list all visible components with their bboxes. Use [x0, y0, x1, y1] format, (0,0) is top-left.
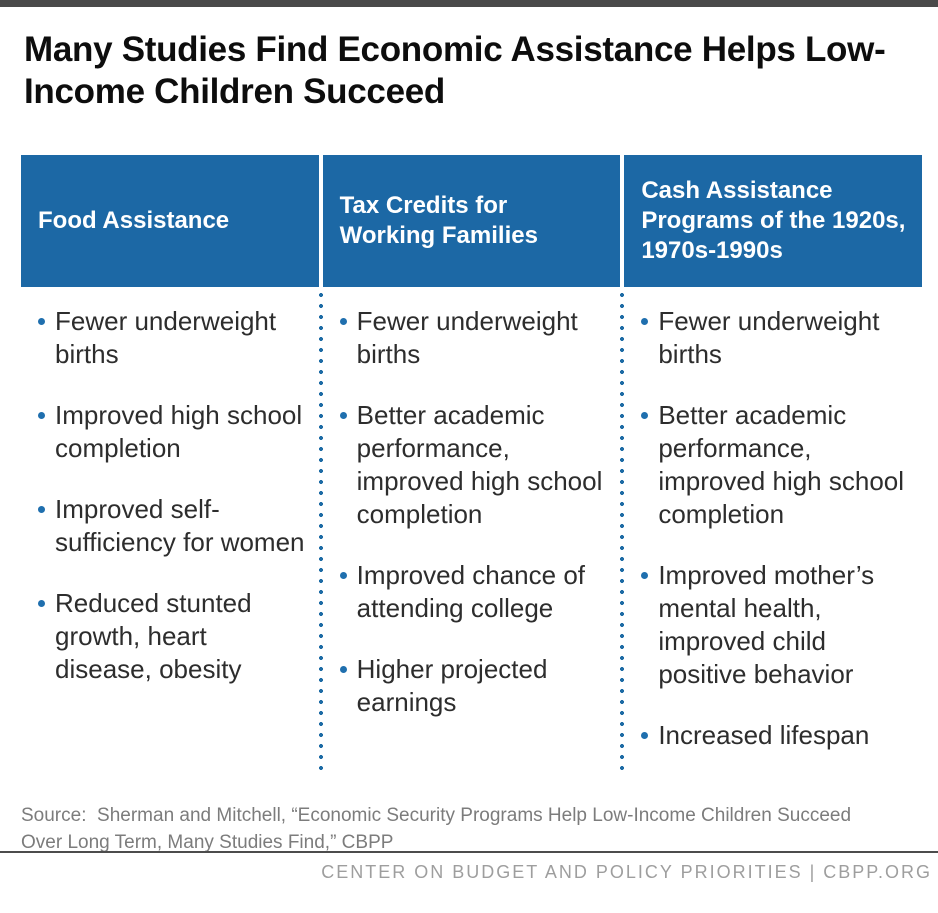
column-header-label: Tax Credits for Working Families: [339, 192, 538, 249]
column-body-tax-credits: Fewer underweight births Better academic…: [318, 287, 621, 780]
list-item: Improved self-sufficiency for women: [38, 493, 305, 559]
list-item: Reduced stunted growth, heart disease, o…: [38, 587, 305, 686]
column-header-label: Food Assistance: [38, 207, 230, 234]
list-item: Fewer underweight births: [339, 305, 607, 371]
column-header-food-assistance: Food Assistance: [21, 155, 319, 287]
column-header-cash-assistance: Cash Assistance Programs of the 1920s, 1…: [624, 155, 922, 287]
page-title: Many Studies Find Economic Assistance He…: [24, 30, 886, 111]
source-note: Source: Sherman and Mitchell, “Economic …: [21, 805, 857, 853]
list-item: Improved mother’s mental health, improve…: [641, 559, 908, 691]
column-body-food-assistance: Fewer underweight births Improved high s…: [21, 287, 319, 780]
list-item: Fewer underweight births: [641, 305, 908, 371]
bullet-list: Fewer underweight births Improved high s…: [38, 305, 305, 686]
table-header-row: Food Assistance Tax Credits for Working …: [21, 155, 922, 287]
list-item: Improved high school completion: [38, 399, 305, 465]
list-item: Better academic performance, improved hi…: [339, 399, 607, 531]
assistance-table: Food Assistance Tax Credits for Working …: [21, 155, 922, 780]
bullet-list: Fewer underweight births Better academic…: [339, 305, 607, 719]
column-body-cash-assistance: Fewer underweight births Better academic…: [620, 287, 922, 780]
list-item: Increased lifespan: [641, 719, 908, 752]
list-item: Higher projected earnings: [339, 653, 607, 719]
list-item: Better academic performance, improved hi…: [641, 399, 908, 531]
table-body-row: Fewer underweight births Improved high s…: [21, 287, 922, 780]
column-header-label: Cash Assistance Programs of the 1920s, 1…: [641, 177, 906, 264]
top-accent-bar: [0, 0, 938, 7]
list-item: Fewer underweight births: [38, 305, 305, 371]
list-item: Improved chance of attending college: [339, 559, 607, 625]
footer-attribution: CENTER ON BUDGET AND POLICY PRIORITIES |…: [321, 862, 932, 882]
bullet-list: Fewer underweight births Better academic…: [641, 305, 908, 752]
column-header-tax-credits: Tax Credits for Working Families: [322, 155, 621, 287]
footer-bar: CENTER ON BUDGET AND POLICY PRIORITIES |…: [0, 851, 938, 883]
